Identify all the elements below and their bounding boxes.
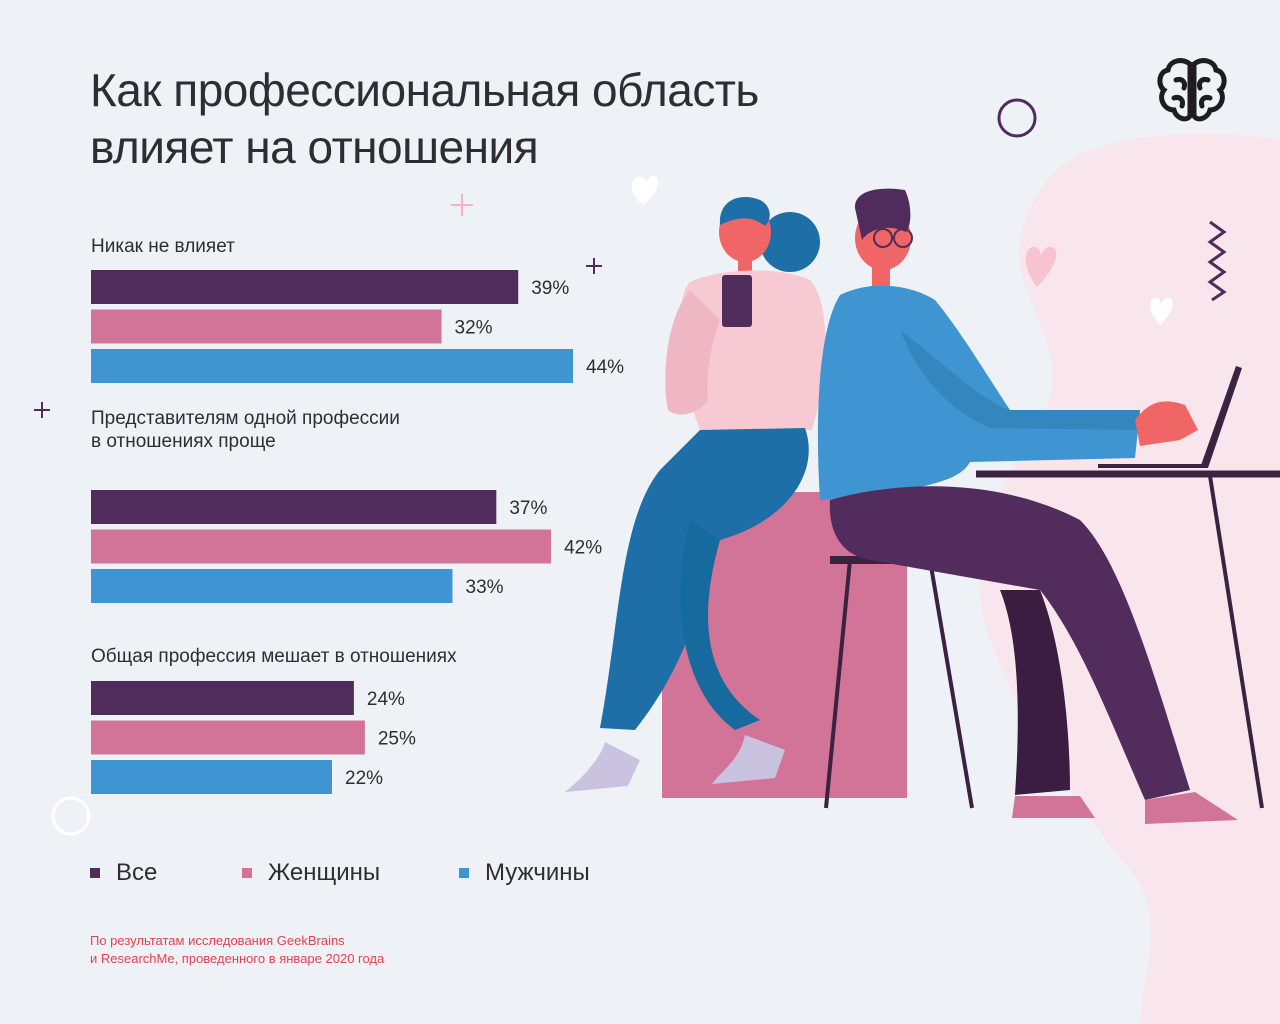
data-label: 24% bbox=[367, 689, 405, 710]
heart-icon bbox=[1025, 246, 1057, 287]
bar bbox=[91, 720, 365, 755]
legend-label: Мужчины bbox=[485, 859, 590, 886]
legend-item-women: Женщины bbox=[242, 859, 380, 887]
legend-label: Женщины bbox=[268, 859, 381, 886]
heart-icon bbox=[631, 175, 659, 205]
bar bbox=[91, 349, 573, 383]
deco-zigzag bbox=[1207, 220, 1227, 302]
page-title: Как профессиональная область влияет на о… bbox=[90, 62, 759, 176]
laptop bbox=[1200, 366, 1242, 468]
bar bbox=[91, 760, 332, 794]
legend-swatch bbox=[459, 868, 469, 878]
deco-plus bbox=[586, 258, 602, 274]
bar bbox=[91, 681, 354, 715]
footnote-line: и ResearchMe, проведенного в январе 2020… bbox=[90, 951, 385, 966]
woman-figure bbox=[565, 197, 826, 792]
group-label-line: Представителям одной профессии bbox=[91, 408, 400, 429]
bar bbox=[91, 529, 552, 564]
deco-plus bbox=[34, 402, 50, 418]
footnote-line: По результатам исследования GeekBrains bbox=[90, 933, 345, 948]
data-label: 25% bbox=[378, 729, 416, 750]
data-label: 22% bbox=[345, 768, 383, 789]
deco-circle bbox=[51, 796, 91, 836]
bar bbox=[91, 270, 519, 304]
data-label: 42% bbox=[564, 538, 602, 559]
legend-item-men: Мужчины bbox=[459, 859, 590, 887]
heart-icon bbox=[1150, 297, 1173, 325]
group-label-line: в отношениях проще bbox=[91, 431, 276, 452]
group-label: Представителям одной профессии в отношени… bbox=[91, 408, 400, 452]
data-label: 37% bbox=[509, 498, 547, 519]
source-footnote: По результатам исследования GeekBrains и… bbox=[90, 932, 384, 968]
title-line: влияет на отношения bbox=[90, 121, 539, 173]
legend-label: Все bbox=[116, 859, 158, 886]
group-label: Общая профессия мешает в отношениях bbox=[91, 646, 457, 667]
title-line: Как профессиональная область bbox=[90, 64, 759, 116]
bar-chart: Никак не влияет 39% 32% 44% Представителям о… bbox=[91, 236, 624, 794]
deco-circle bbox=[997, 98, 1037, 138]
bar bbox=[91, 309, 442, 344]
data-label: 33% bbox=[466, 577, 504, 598]
legend-item-all: Все bbox=[90, 859, 157, 887]
bar bbox=[91, 490, 497, 524]
group-label: Никак не влияет bbox=[91, 236, 235, 257]
legend-swatch bbox=[90, 868, 100, 878]
data-label: 44% bbox=[586, 357, 624, 378]
group-label-line: Общая профессия мешает в отношениях bbox=[91, 646, 457, 667]
group-label-line: Никак не влияет bbox=[91, 236, 235, 257]
deco-plus bbox=[451, 194, 473, 216]
legend-swatch bbox=[242, 868, 252, 878]
brain-icon bbox=[1157, 58, 1227, 122]
man-figure bbox=[817, 188, 1238, 824]
bar bbox=[91, 569, 453, 603]
data-label: 32% bbox=[455, 318, 493, 339]
data-label: 39% bbox=[531, 278, 569, 299]
